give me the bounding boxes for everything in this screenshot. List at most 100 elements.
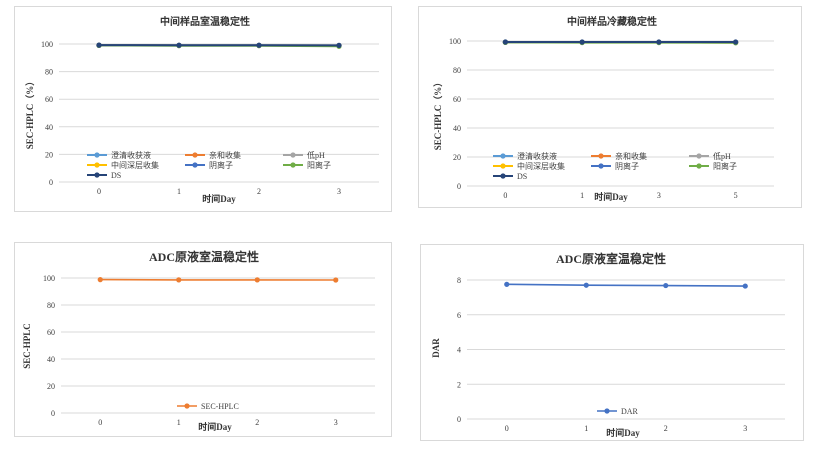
data-point [583, 282, 589, 288]
x-axis-label: 时间Day [198, 421, 232, 432]
data-point [333, 277, 339, 283]
legend-label: DS [517, 172, 527, 181]
y-tick-label: 8 [457, 276, 461, 285]
y-tick-label: 80 [453, 66, 461, 75]
data-point [502, 39, 508, 45]
data-point [256, 42, 262, 48]
x-tick-label: 3 [334, 418, 338, 427]
legend-label: 中间深层收集 [517, 161, 565, 171]
legend-swatch-marker [598, 163, 604, 169]
y-tick-label: 6 [457, 311, 461, 320]
legend-swatch-marker [500, 163, 506, 169]
x-axis-label: 时间Day [202, 193, 236, 204]
data-point [742, 283, 748, 289]
legend-label: 亲和收集 [209, 150, 241, 160]
data-point [254, 277, 260, 283]
legend-swatch-marker [604, 408, 610, 414]
y-tick-label: 80 [45, 68, 53, 77]
data-point [579, 39, 585, 45]
legend-swatch-marker [192, 152, 198, 158]
y-tick-label: 40 [453, 124, 461, 133]
data-point [97, 277, 103, 283]
y-tick-label: 2 [457, 380, 461, 389]
data-point [336, 42, 342, 48]
x-tick-label: 0 [98, 418, 102, 427]
legend-swatch-marker [696, 153, 702, 159]
x-tick-label: 0 [503, 191, 507, 200]
y-tick-label: 0 [51, 409, 55, 418]
legend-swatch-marker [94, 162, 100, 168]
chart-title: 中间样品室温稳定性 [160, 15, 250, 28]
data-point [663, 282, 669, 289]
x-tick-label: 3 [743, 424, 747, 433]
y-axis-label: SEC-HPLC（%） [25, 77, 35, 150]
data-point [504, 281, 510, 287]
x-tick-label: 2 [255, 418, 259, 427]
legend-label: 亲和收集 [615, 151, 647, 161]
chart-adc-sec-hplc: ADC原液室温稳定性 0 20 40 60 80 100 0 1 2 3 时间Day SEC-HPLC S… [22, 249, 375, 432]
legend-label: 低pH [307, 150, 325, 160]
legend-swatch-marker [500, 173, 506, 179]
legend-swatch-marker [598, 153, 604, 159]
y-tick-label: 0 [49, 178, 53, 187]
x-tick-label: 3 [657, 191, 661, 200]
y-tick-label: 100 [41, 40, 53, 49]
y-tick-label: 60 [45, 95, 53, 104]
x-tick-label: 3 [337, 187, 341, 196]
chart-title: 中间样品冷藏稳定性 [567, 15, 657, 28]
legend-swatch-marker [500, 153, 506, 159]
x-tick-label: 0 [97, 187, 101, 196]
y-tick-label: 100 [449, 37, 461, 46]
y-tick-label: 100 [43, 274, 55, 283]
x-tick-label: 2 [257, 187, 261, 196]
legend-label: 澄清收获液 [111, 150, 151, 160]
legend-swatch-marker [94, 152, 100, 158]
legend-label: SEC-HPLC [201, 402, 239, 411]
chart-panel-intermediate-room-temp: 中间样品室温稳定性 0 20 40 60 80 100 0 1 2 3 时间Day SEC-HPLC（%… [14, 6, 392, 212]
y-tick-label: 20 [453, 153, 461, 162]
x-tick-label: 0 [505, 424, 509, 433]
y-tick-label: 0 [457, 415, 461, 424]
legend-swatch-marker [290, 162, 296, 168]
y-axis-label: SEC-HPLC（%） [433, 78, 443, 151]
y-tick-label: 40 [45, 123, 53, 132]
x-tick-label: 5 [734, 191, 738, 200]
x-axis-label: 时间Day [606, 427, 640, 438]
legend-label: 阴离子 [209, 160, 233, 170]
chart-title: ADC原液室温稳定性 [556, 251, 666, 266]
y-tick-label: 20 [45, 150, 53, 159]
chart-panel-intermediate-refrigerated: 中间样品冷藏稳定性 0 20 40 60 80 100 0 1 3 5 时间Day SEC-HPLC（%… [418, 6, 802, 208]
data-point [176, 277, 182, 283]
x-tick-label: 1 [177, 418, 181, 427]
y-tick-label: 80 [47, 301, 55, 310]
legend-label: 阴离子 [615, 161, 639, 171]
chart-panel-adc-sec-hplc: ADC原液室温稳定性 0 20 40 60 80 100 0 1 2 3 时间Day SEC-HPLC S… [14, 242, 392, 437]
y-axis-label: DAR [431, 338, 441, 358]
legend-label: DS [111, 171, 121, 180]
legend-label: DAR [621, 407, 639, 416]
legend-swatch-marker [290, 152, 296, 158]
x-tick-label: 1 [580, 191, 584, 200]
y-tick-label: 4 [457, 346, 461, 355]
y-tick-label: 20 [47, 382, 55, 391]
legend-swatch-marker [696, 163, 702, 169]
chart-intermediate-refrigerated: 中间样品冷藏稳定性 0 20 40 60 80 100 0 1 3 5 时间Day SEC-HPLC（%… [433, 15, 774, 202]
legend-swatch-marker [94, 172, 100, 178]
chart-intermediate-room-temp: 中间样品室温稳定性 0 20 40 60 80 100 0 1 2 3 时间Day SEC-HPLC（%… [25, 15, 379, 204]
x-axis-label: 时间Day [594, 191, 628, 202]
chart-adc-dar: ADC原液室温稳定性 0 2 4 6 8 0 1 2 3 时间Day DAR DAR [431, 251, 785, 438]
series-line [506, 283, 746, 287]
y-tick-label: 60 [47, 328, 55, 337]
legend-label: 中间深层收集 [111, 160, 159, 170]
x-tick-label: 1 [177, 187, 181, 196]
x-tick-label: 2 [664, 424, 668, 433]
legend-swatch-marker [192, 162, 198, 168]
data-point [733, 39, 739, 45]
data-point [176, 42, 182, 48]
x-tick-label: 1 [584, 424, 588, 433]
chart-title: ADC原液室温稳定性 [149, 249, 259, 264]
legend-label: 阳离子 [713, 161, 737, 171]
legend-label: 低pH [713, 151, 731, 161]
data-point [656, 39, 662, 45]
legend-label: 阳离子 [307, 160, 331, 170]
